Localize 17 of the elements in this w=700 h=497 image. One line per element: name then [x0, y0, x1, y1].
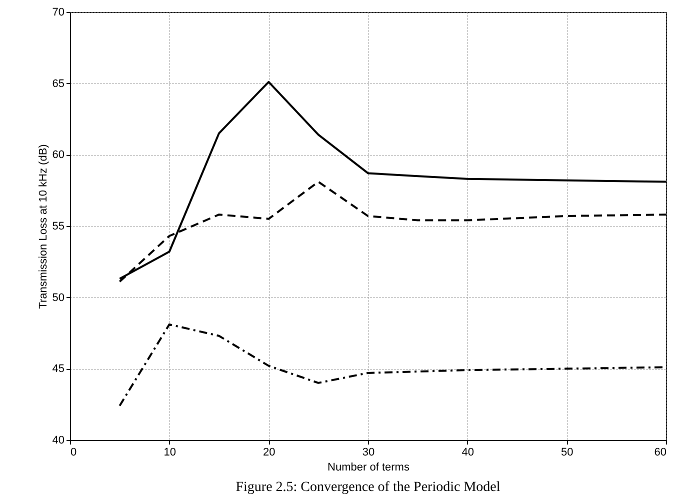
- y-tick-label: 70: [52, 6, 64, 18]
- x-tick-label: 10: [164, 446, 176, 458]
- y-tick-label: 65: [52, 78, 64, 90]
- x-tick-label: 60: [654, 446, 666, 458]
- x-tick-label: 40: [462, 446, 474, 458]
- x-tick-label: 50: [561, 446, 574, 458]
- y-tick-label: 60: [52, 149, 64, 162]
- y-axis-title: Transmission Loss at 10 kHz (dB): [37, 144, 50, 309]
- x-tick-label: 30: [362, 446, 375, 458]
- y-tick-label: 45: [52, 363, 64, 376]
- y-tick-label: 55: [52, 220, 64, 232]
- y-tick-label: 40: [52, 434, 64, 446]
- x-axis-title: Number of terms: [328, 462, 410, 474]
- x-tick-label: 20: [263, 446, 276, 458]
- caption: Figure 2.5: Convergence of the Periodic Model: [236, 480, 500, 495]
- y-tick-label: 50: [52, 292, 64, 304]
- x-tick-label: 0: [70, 446, 77, 458]
